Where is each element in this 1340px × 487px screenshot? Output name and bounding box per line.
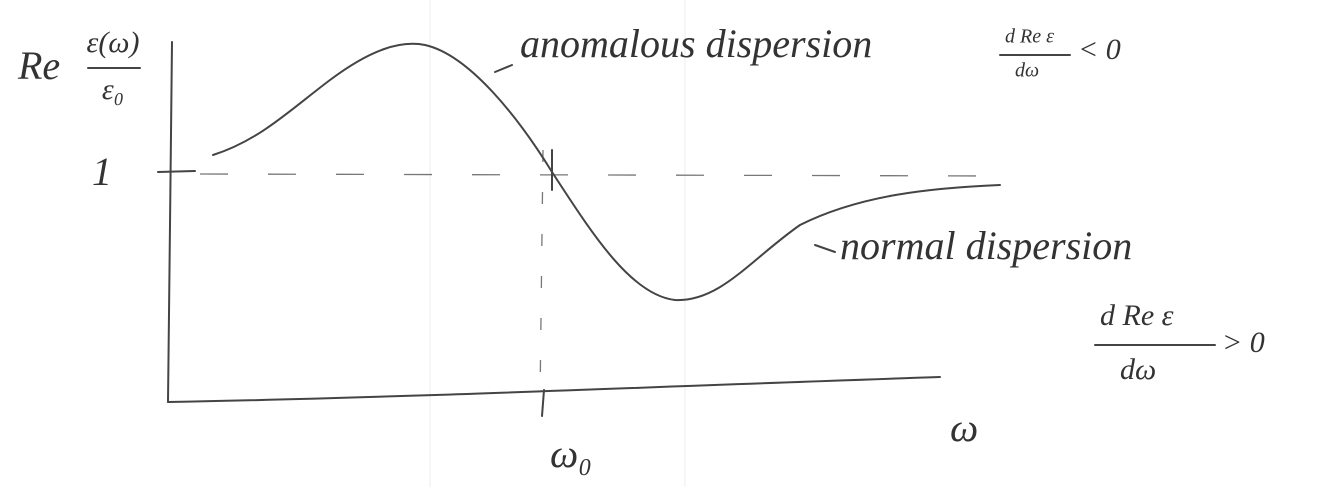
reference-line [200,174,1010,176]
pointer [815,245,835,252]
x-label: ω [950,405,978,450]
annotation-relation: > 0 [1222,326,1265,359]
annotation-denominator: dω [1015,60,1039,82]
resonance-label: ω₀ [550,431,592,476]
annotation-label: anomalous dispersion [520,21,872,66]
y-prefix: Re [17,43,60,88]
annotation-denominator: dω [1120,353,1156,386]
annotation-relation: < 0 [1078,33,1121,66]
annotation-numerator: d Re ε [1005,26,1054,48]
resonance-tick [542,390,544,416]
reference-label: 1 [92,149,112,194]
tick-one [158,171,195,172]
y-axis [168,42,172,402]
y-numerator: ε(ω) [87,26,140,59]
annotation-label: normal dispersion [840,223,1132,268]
pointer [495,65,512,72]
page: Re ε(ω) ε₀ 1 ω ω₀ anomalous dispersion d… [0,0,1340,487]
y-denominator: ε₀ [102,73,124,106]
resonance-line [540,150,543,402]
x-axis [168,377,940,402]
diagram: Re ε(ω) ε₀ 1 ω ω₀ anomalous dispersion d… [0,0,1340,487]
annotation-numerator: d Re ε [1100,299,1174,332]
